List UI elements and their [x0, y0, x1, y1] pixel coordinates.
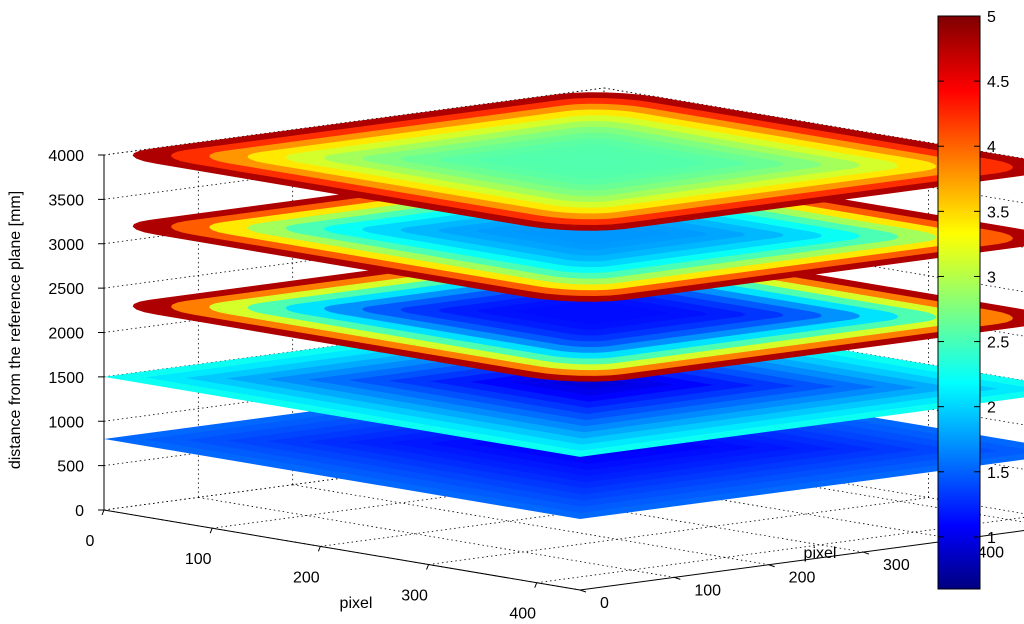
x-tick-label: 400: [509, 606, 536, 623]
colorbar-tick-label: 4: [987, 139, 996, 156]
x-tick-label: 300: [401, 588, 428, 605]
z-tick-label: 2000: [48, 326, 84, 343]
grid-line: [536, 517, 1024, 584]
x-tick-mark: [209, 527, 213, 534]
colorbar-tick-label: 1.5: [987, 465, 1009, 482]
z-tick-label: 1500: [48, 370, 84, 387]
z-tick-label: 3000: [48, 237, 84, 254]
colorbar-tick-label: 3: [987, 269, 996, 286]
colorbar-tick-label: 1: [987, 530, 996, 547]
y-axis-line: [579, 529, 1024, 591]
z-tick-label: 1000: [48, 414, 84, 431]
colorbar-tick-label: 2.5: [987, 335, 1009, 352]
surface-band: [553, 155, 631, 168]
x-tick-mark: [426, 564, 430, 570]
z-tick-label: 3500: [48, 192, 84, 209]
colorbar-scale: [937, 15, 981, 590]
axis-ticks: 0100200300400010020030040050005001000150…: [48, 148, 1024, 623]
z-tick-label: 4000: [48, 148, 84, 165]
colorbar-tick-label: 2: [987, 400, 996, 417]
x-tick-mark: [317, 546, 321, 552]
y-tick-label: 400: [977, 544, 1004, 561]
surface-band: [553, 306, 631, 319]
y-tick-label: 300: [883, 557, 910, 574]
y-tick-label: 0: [600, 595, 609, 612]
z-tick-label: 2500: [48, 281, 84, 298]
z-tick-label: 0: [75, 503, 84, 520]
grid-line: [428, 497, 929, 565]
surface-planes: [104, 92, 1024, 519]
x-tick-label: 200: [293, 569, 320, 586]
colorbar: 1 1.5 2 2.5 3 3.5 4 4.5 5: [937, 9, 1009, 590]
z-axis-label: distance from the reference plane [mm]: [7, 191, 24, 469]
y-tick-label: 200: [789, 570, 816, 587]
x-tick-label: 0: [86, 533, 95, 550]
x-tick-mark: [101, 509, 105, 516]
x-axis-label: pixel: [340, 595, 373, 612]
y-axis-label: pixel: [804, 545, 837, 562]
x-tick-label: 100: [185, 551, 212, 568]
x-tick-mark: [534, 582, 538, 588]
colorbar-tick-label: 4.5: [987, 74, 1009, 91]
colorbar-tick-label: 3.5: [987, 204, 1009, 221]
x-axis-line: [103, 509, 581, 591]
colorbar-tick-label: 5: [987, 9, 996, 26]
y-tick-label: 100: [694, 582, 721, 599]
surface-plane: [132, 92, 1024, 231]
z-tick-label: 500: [57, 459, 84, 476]
colorbar-ticks: 1 1.5 2 2.5 3 3.5 4 4.5 5: [938, 9, 1009, 547]
surface-plane: [132, 243, 1024, 382]
